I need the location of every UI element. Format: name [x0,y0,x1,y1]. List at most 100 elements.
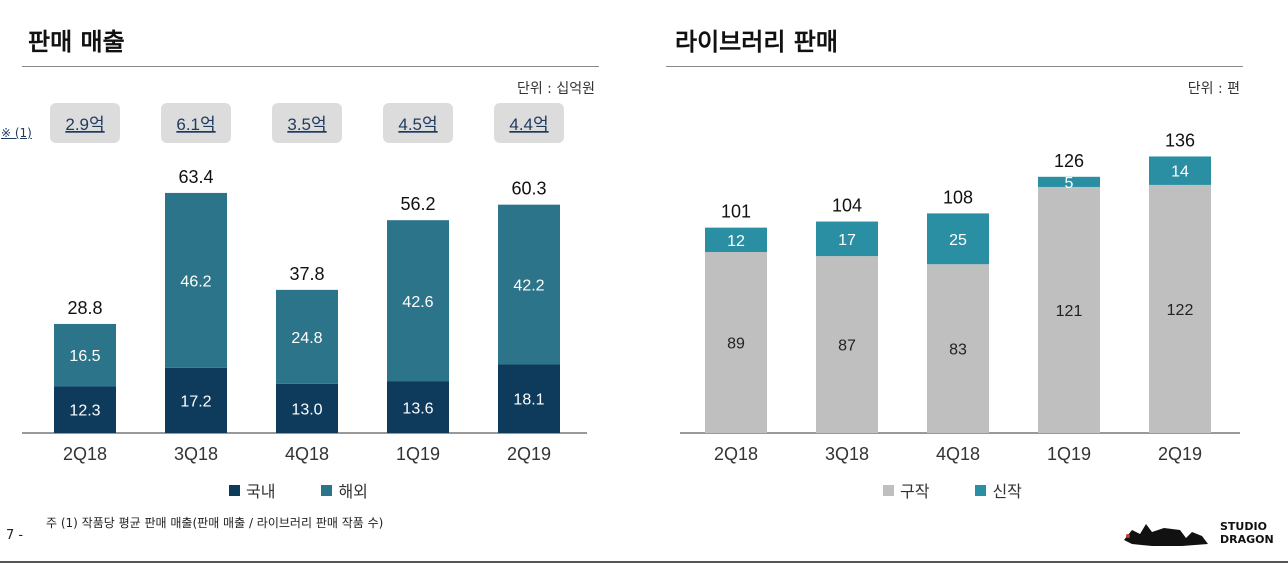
page-number: 7 - [6,528,24,543]
logo-dot-icon [1126,534,1130,538]
library-bar-chart: 89 12 101 2Q18 87 17 104 3Q18 83 25 108 4Q18 121 5 126… [680,130,1240,464]
bar-segment-old [816,256,878,433]
x-tick-label: 2Q18 [63,444,107,464]
data-label: 83 [949,342,967,359]
bar-segment-new [1149,156,1211,185]
data-label: 17.2 [180,393,211,410]
x-tick-label: 3Q18 [825,444,869,464]
annotation-label: 2.9억 [65,115,104,134]
dragon-logo-icon [1124,524,1208,546]
total-label: 28.8 [67,298,102,318]
x-tick-label: 1Q19 [1047,444,1091,464]
data-label: 121 [1056,303,1083,320]
annotation-box [494,103,564,143]
legend-label-domestic: 국내 [246,482,276,501]
data-label: 89 [727,336,745,353]
bar-segment-old [927,264,989,433]
legend-item-domestic: 국내 [229,478,275,502]
data-label: 13.0 [291,401,322,418]
annotation-marker: ※ (1) [1,126,32,140]
x-tick-label: 3Q18 [174,444,218,464]
x-tick-label: 2Q19 [1158,444,1202,464]
data-label: 42.2 [513,278,544,295]
annotation-label: 4.4억 [509,115,548,134]
legend-swatch-new [975,484,987,496]
bar-segment-old [1038,186,1100,433]
sales-bar-chart: 12.3 16.5 28.8 2Q18 2.9억 17.2 46.2 63.4 3Q18 6.1억… [22,103,587,464]
bar-segment-old [705,252,767,433]
total-label: 104 [832,196,862,216]
legend-item-overseas: 해외 [321,478,368,502]
logo-text-dragon: DRAGON [1220,533,1274,546]
bar-segment-domestic [276,383,338,433]
bar-segment-new [705,227,767,253]
legend-item-old: 구작 [883,478,929,502]
chart-title-sales: 판매 매출 [28,28,125,56]
data-label: 122 [1167,302,1194,319]
data-label: 42.6 [402,294,433,311]
bar-segment-new [1038,176,1100,187]
title-divider [666,66,1243,67]
bar-segment-overseas [276,289,338,384]
x-tick-label: 1Q19 [396,444,440,464]
data-label: 12 [727,233,745,250]
footer-divider [0,561,1288,563]
data-label: 14 [1171,164,1189,181]
bar-segment-old [1149,184,1211,433]
data-label: 16.5 [69,348,100,365]
legend-label-old: 구작 [900,482,930,501]
data-label: 25 [949,232,967,249]
x-tick-label: 2Q18 [714,444,758,464]
total-label: 108 [943,187,973,207]
total-label: 37.8 [289,264,324,284]
bar-segment-domestic [498,364,560,433]
x-tick-label: 4Q18 [285,444,329,464]
bar-segment-overseas [387,220,449,382]
annotation-box [383,103,453,143]
annotation-label: 4.5억 [398,115,437,134]
data-label: 87 [838,338,856,355]
bar-segment-overseas [54,323,116,387]
bar-segment-domestic [165,367,227,433]
unit-label-library: 단위 : 편 [1187,81,1240,97]
annotation-label: 3.5억 [287,115,326,134]
bar-segment-domestic [54,386,116,433]
bar-segment-overseas [498,204,560,365]
data-label: 13.6 [402,400,433,417]
annotation-box [50,103,120,143]
legend-label-overseas: 해외 [338,482,368,501]
data-label: 24.8 [291,330,322,347]
x-tick-label: 2Q19 [507,444,551,464]
legend-swatch-domestic [229,484,240,496]
legend-library: 구작 신작 [883,478,1022,502]
legend-sales: 국내 해외 [229,478,368,502]
legend-swatch-overseas [321,484,333,496]
footnote: 주 (1) 작품당 평균 판매 매출(판매 매출 / 라이브러리 판매 작품 수… [46,516,384,530]
annotation-label: 6.1억 [176,115,215,134]
studio-dragon-logo: STUDIO DRAGON [1124,520,1274,546]
logo-text-studio: STUDIO [1220,520,1267,533]
annotation-box [272,103,342,143]
total-label: 126 [1054,151,1084,171]
legend-label-new: 신작 [992,482,1022,501]
total-label: 60.3 [511,179,546,199]
annotation-box [161,103,231,143]
bar-segment-new [927,213,989,265]
data-label: 18.1 [513,392,544,409]
total-label: 136 [1165,130,1195,150]
unit-label-sales: 단위 : 십억원 [516,81,595,97]
title-divider [22,66,599,67]
data-label: 46.2 [180,273,211,290]
chart-title-library: 라이브러리 판매 [675,28,838,56]
data-label: 5 [1065,175,1074,192]
legend-swatch-old [883,484,894,496]
bar-segment-domestic [387,381,449,433]
total-label: 63.4 [178,167,213,187]
total-label: 101 [721,202,751,222]
x-tick-label: 4Q18 [936,444,980,464]
total-label: 56.2 [400,194,435,214]
bar-segment-overseas [165,192,227,368]
bar-segment-new [816,221,878,257]
data-label: 17 [838,232,856,249]
data-label: 12.3 [69,403,100,420]
